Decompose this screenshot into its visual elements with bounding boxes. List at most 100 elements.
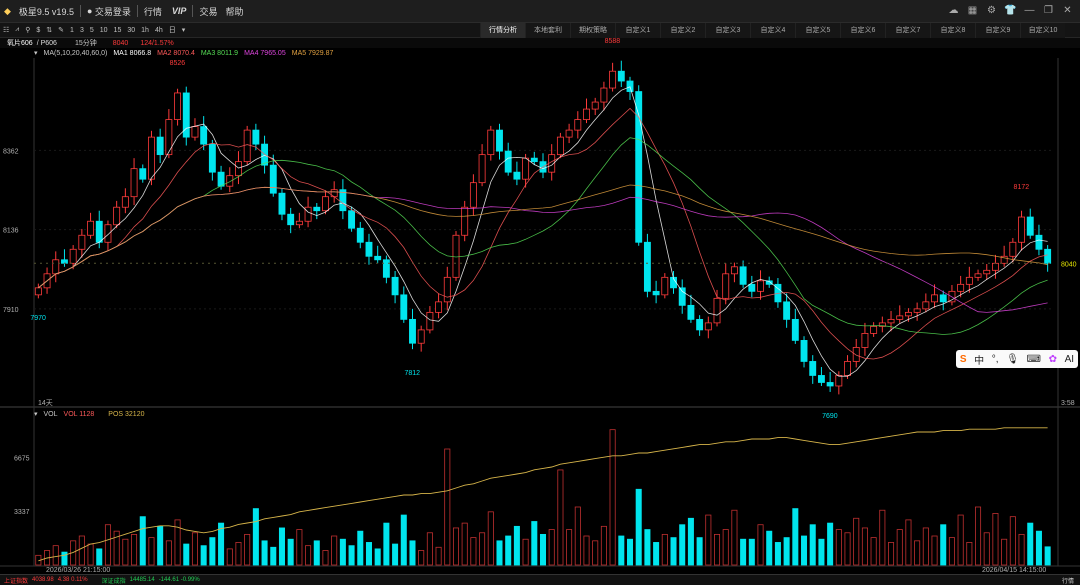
period-more-icon[interactable]: ▾	[181, 27, 186, 34]
candle-body	[870, 325, 878, 334]
ma-toggle-icon[interactable]: ▾	[34, 50, 38, 57]
volume-bar	[461, 522, 468, 566]
draw-icon[interactable]: ✎	[58, 27, 65, 34]
candle-body	[226, 175, 234, 187]
sogou-logo-icon[interactable]: S	[959, 353, 967, 365]
tab-5[interactable]: 自定义3	[705, 23, 750, 38]
volume-bar	[157, 525, 164, 566]
ma1-label: MA1 8066.8	[113, 49, 152, 57]
volume-bar	[661, 533, 668, 566]
candle-body	[974, 273, 982, 278]
candle-body	[713, 297, 721, 324]
index-a-value: 4038.98	[32, 577, 54, 583]
keyboard-icon[interactable]: ⌨	[1026, 353, 1041, 365]
candle-body	[400, 294, 408, 320]
ma-header[interactable]: MA(5,10,20,40,60,0)	[43, 49, 108, 57]
cloud-icon[interactable]: ☁	[948, 5, 959, 16]
vol-header[interactable]: VOL	[43, 410, 58, 418]
candle-body	[983, 269, 991, 275]
chart-type-icon[interactable]: ⩘	[15, 26, 20, 33]
price-axis-label: 7910	[3, 307, 19, 314]
tab-11[interactable]: 自定义9	[975, 23, 1020, 38]
tab-0[interactable]: 行情分析	[480, 23, 525, 38]
tab-3[interactable]: 自定义1	[615, 23, 660, 38]
volume-bar	[305, 545, 312, 566]
volume-bar	[148, 537, 155, 566]
candle-body	[139, 168, 147, 180]
tab-12[interactable]: 自定义10	[1020, 23, 1065, 38]
candle-body	[295, 220, 303, 226]
login-button[interactable]: ● 交易登录	[86, 6, 131, 17]
candle-body	[904, 311, 912, 317]
candle-body	[913, 308, 921, 313]
volume-bar	[548, 529, 555, 566]
dollar-icon[interactable]: $	[36, 26, 41, 34]
volume-bar	[470, 537, 477, 566]
volume-bar	[574, 506, 581, 566]
mic-icon[interactable]: 🎙	[1006, 353, 1019, 365]
volume-bar	[52, 545, 59, 566]
tab-6[interactable]: 自定义4	[750, 23, 795, 38]
ime-skin-icon[interactable]: ✿	[1048, 353, 1057, 365]
minimize-icon[interactable]: —	[1024, 5, 1035, 16]
volume-bar	[383, 522, 390, 566]
volume-bar	[644, 529, 651, 566]
candle-body	[513, 171, 521, 180]
skin-icon[interactable]: 👕	[1004, 5, 1017, 16]
menu-market[interactable]: 行情	[143, 6, 162, 17]
candle-body	[365, 241, 373, 257]
tab-9[interactable]: 自定义7	[885, 23, 930, 38]
tab-10[interactable]: 自定义8	[930, 23, 975, 38]
price-annotation: 8172	[1014, 184, 1030, 191]
ma3-line	[38, 137, 1048, 335]
ime-ai[interactable]: AI	[1064, 353, 1075, 365]
tab-2[interactable]: 期权策略	[570, 23, 615, 38]
volume-bar	[818, 538, 825, 566]
volume-bar	[635, 488, 642, 566]
volume-bar	[61, 551, 68, 566]
tab-8[interactable]: 自定义6	[840, 23, 885, 38]
split-icon[interactable]: ⇅	[46, 27, 53, 34]
vol-toggle-icon[interactable]: ▾	[34, 411, 38, 418]
status-right[interactable]: 行情	[1061, 578, 1074, 585]
volume-bar	[687, 517, 694, 566]
tab-7[interactable]: 自定义5	[795, 23, 840, 38]
app-title: 极星9.5 v19.5	[18, 6, 74, 17]
menu-icon[interactable]: ☷	[3, 27, 10, 34]
volume-bar	[1018, 533, 1025, 566]
candle-body	[322, 196, 329, 212]
layout-icon[interactable]: ▦	[967, 5, 978, 16]
period-5[interactable]: 5	[89, 26, 94, 34]
restore-icon[interactable]: ❐	[1044, 5, 1053, 16]
indicator-icon[interactable]: ⚲	[25, 27, 31, 34]
candle-body	[687, 304, 695, 320]
period-4h[interactable]: 4h	[154, 26, 163, 34]
volume-bar	[131, 533, 138, 566]
ma5-label: MA5 7929.87	[291, 49, 334, 57]
period-3[interactable]: 3	[79, 26, 84, 34]
candle-body	[174, 92, 182, 120]
candle-body	[730, 266, 738, 275]
menu-vip[interactable]: VIP	[171, 6, 187, 16]
period-15[interactable]: 15	[113, 26, 122, 34]
close-icon[interactable]: ✕	[1063, 5, 1072, 16]
menu-trade[interactable]: 交易	[199, 6, 218, 17]
menu-help[interactable]: 帮助	[225, 6, 244, 17]
settings-icon[interactable]: ⚙	[987, 5, 996, 16]
candle-body	[252, 129, 260, 145]
tab-4[interactable]: 自定义2	[660, 23, 705, 38]
period-10[interactable]: 10	[99, 26, 108, 34]
volume-bar	[331, 535, 338, 566]
date-start: 2026/03/26 21:15:00	[46, 567, 110, 574]
tab-1[interactable]: 本地套利	[525, 23, 570, 38]
candle-body	[652, 290, 660, 296]
period-30[interactable]: 30	[127, 26, 136, 34]
period-day[interactable]: 日	[168, 27, 176, 34]
ime-punct[interactable]: °,	[991, 353, 999, 365]
contract-name[interactable]: 氧片606	[7, 40, 33, 47]
period-1h[interactable]: 1h	[141, 26, 149, 34]
period-1[interactable]: 1	[70, 26, 74, 34]
candle-body	[626, 80, 634, 92]
ime-chinese[interactable]: 中	[974, 355, 985, 367]
